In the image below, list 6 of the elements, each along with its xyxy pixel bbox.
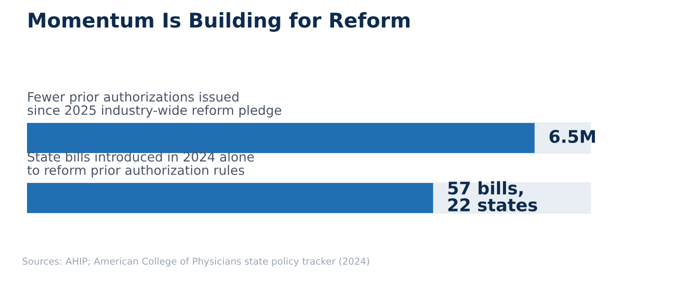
y-tick-label: Fewer prior authorizations issued since 2025 industry-wide reform pledge <box>28 92 282 118</box>
annotation: 57 bills, 22 states <box>448 181 538 212</box>
chart-title: Momentum Is Building for Reform <box>28 12 410 32</box>
source-note: Sources: AHIP; American College of Physicians state policy tracker (2024) <box>22 257 370 267</box>
annotation: 6.5M <box>550 130 595 144</box>
y-tick-label: State bills introduced in 2024 alone to reform prior authorization rules <box>27 152 254 178</box>
